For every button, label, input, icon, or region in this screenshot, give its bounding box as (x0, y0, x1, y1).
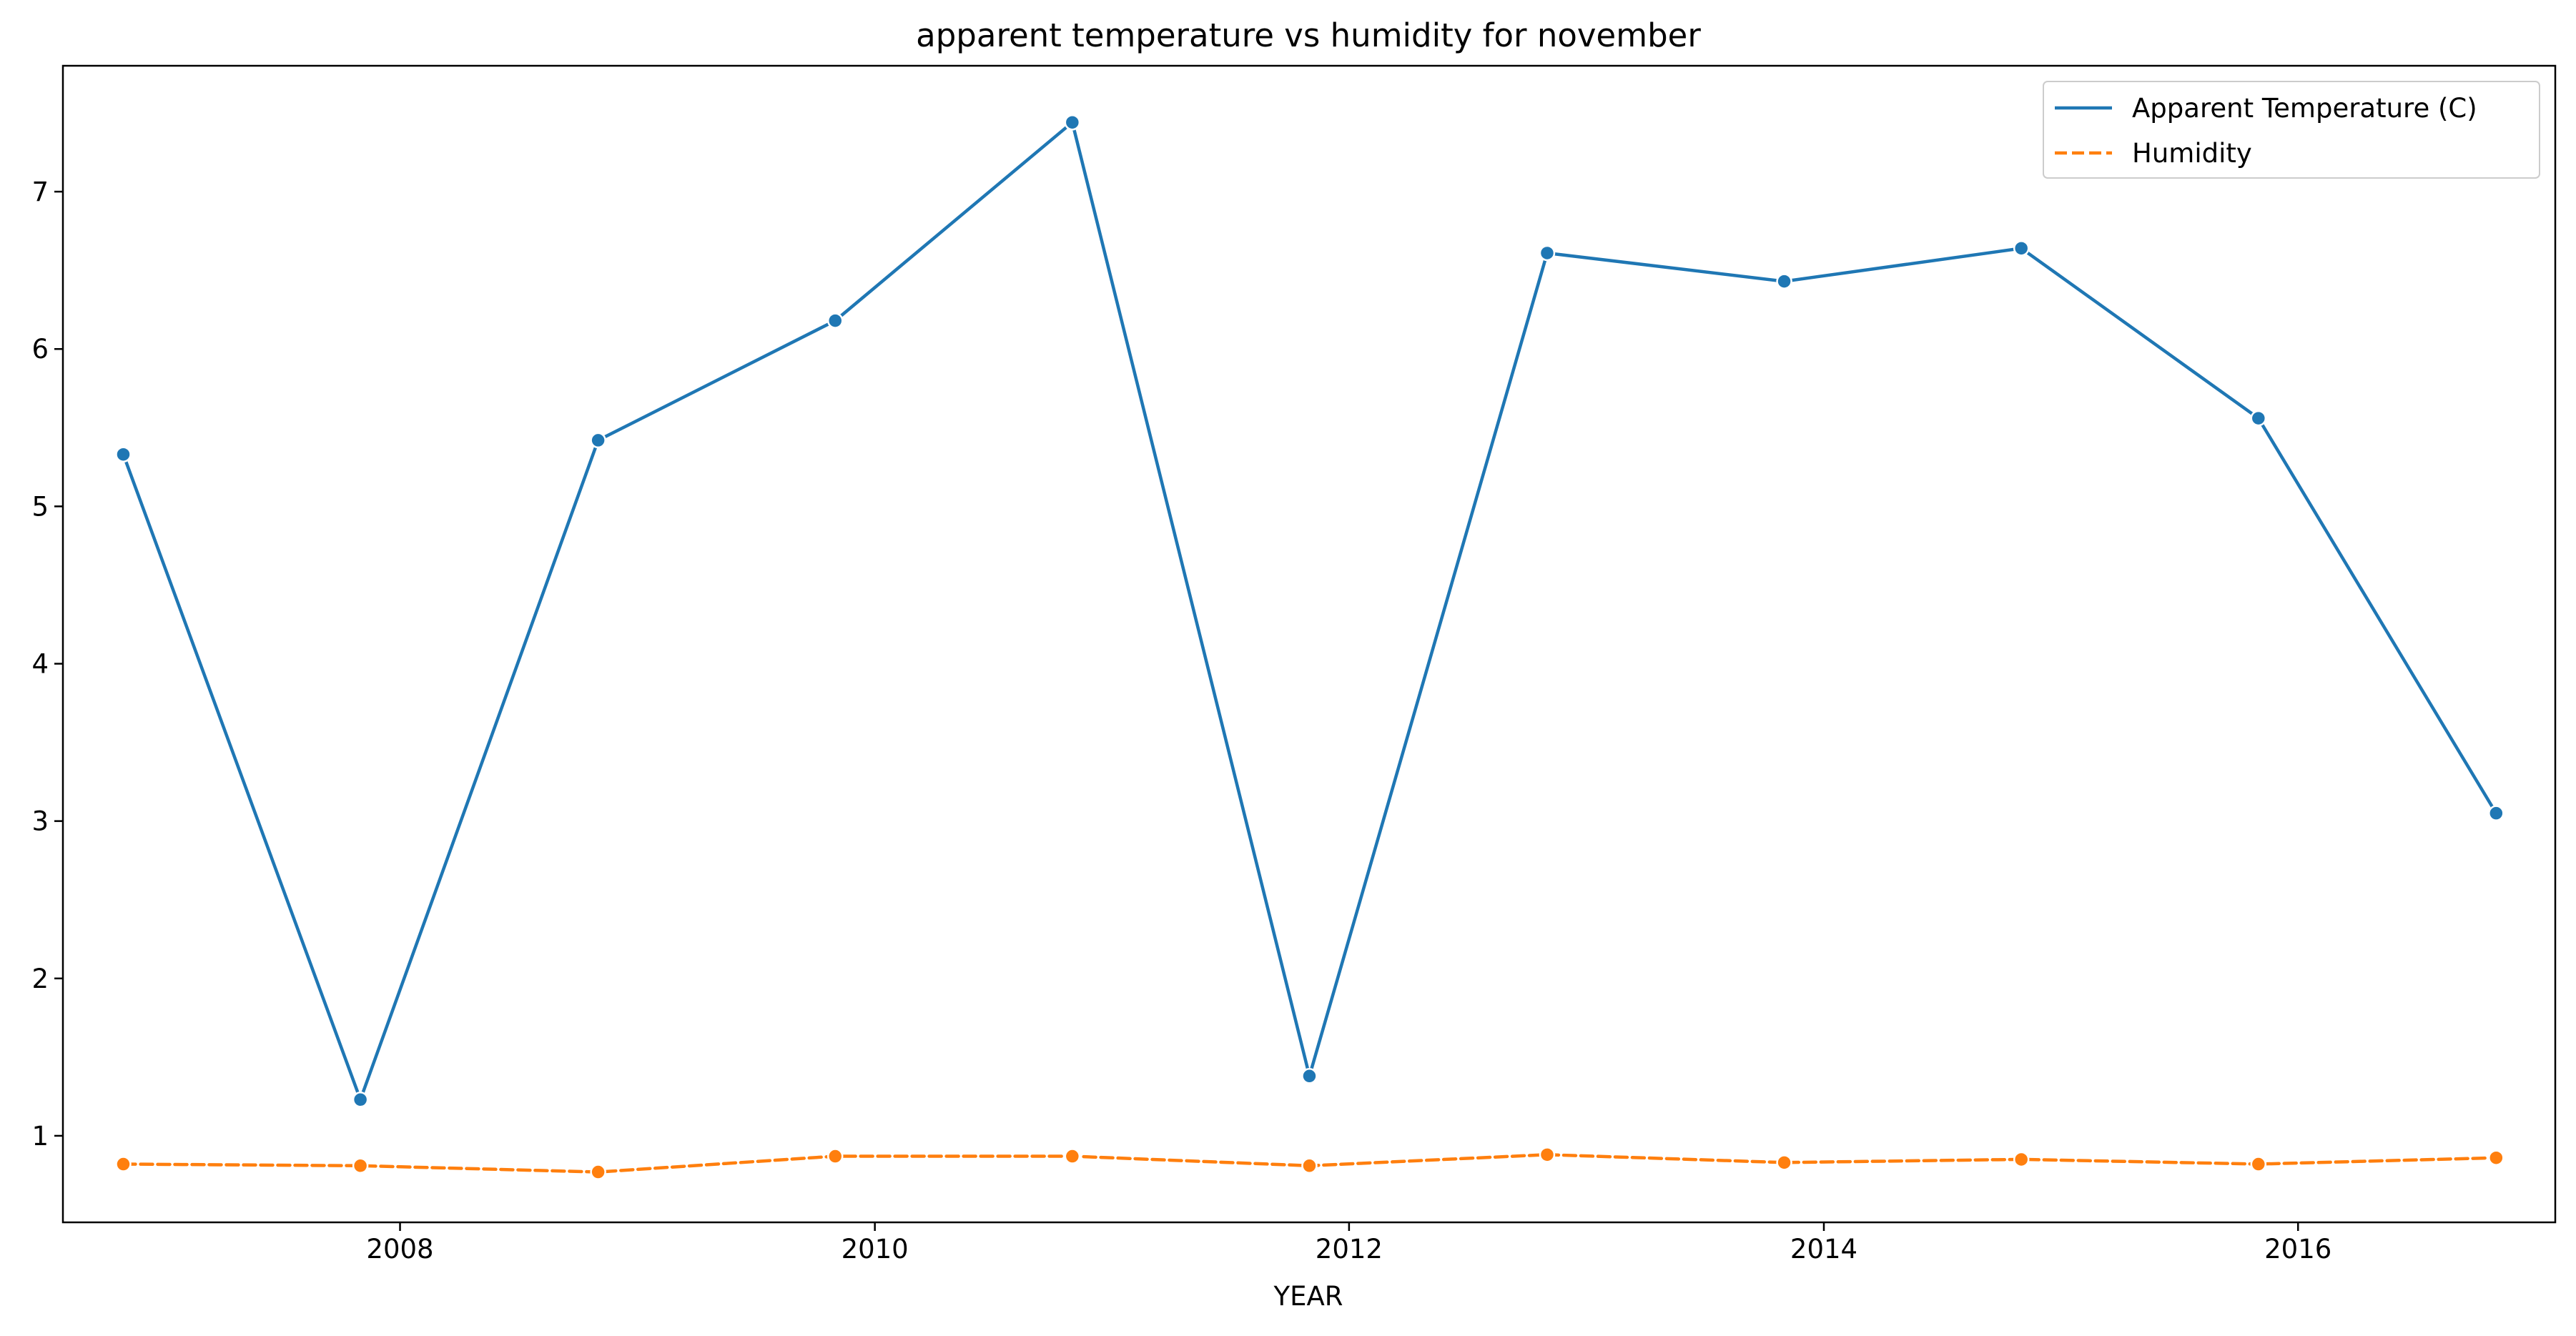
y-tick-label: 2 (31, 964, 49, 994)
data-point-1-0 (115, 1156, 132, 1172)
data-point-1-10 (2488, 1149, 2505, 1166)
data-point-0-1 (352, 1092, 369, 1108)
data-point-0-5 (1301, 1068, 1318, 1084)
legend-box (2043, 81, 2540, 179)
data-point-1-1 (352, 1157, 369, 1174)
data-point-1-5 (1301, 1157, 1318, 1174)
y-tick-label: 7 (31, 177, 49, 207)
data-point-1-9 (2250, 1156, 2267, 1172)
x-axis: 2008 2010 2012 2014 2016 (366, 1222, 2331, 1265)
data-point-0-6 (1539, 244, 1556, 262)
data-point-1-8 (2013, 1151, 2030, 1168)
y-tick-label: 5 (31, 491, 49, 522)
data-point-0-2 (590, 432, 606, 449)
data-point-1-4 (1064, 1148, 1081, 1164)
plot-marks (115, 114, 2505, 1180)
x-tick-label: 2010 (842, 1234, 909, 1265)
data-point-1-2 (590, 1164, 606, 1180)
x-tick-label: 2012 (1316, 1234, 1383, 1265)
data-point-0-8 (2013, 240, 2030, 257)
data-point-1-3 (826, 1148, 844, 1164)
y-tick-label: 6 (31, 334, 49, 365)
data-point-0-9 (2250, 410, 2267, 427)
legend-label-1: Humidity (2132, 138, 2252, 169)
y-tick-label: 1 (31, 1121, 49, 1152)
x-tick-label: 2008 (366, 1234, 433, 1265)
legend: Apparent Temperature (C) Humidity (2043, 81, 2540, 179)
data-point-0-10 (2488, 805, 2505, 821)
y-tick-label: 3 (31, 806, 49, 837)
data-point-0-0 (115, 446, 132, 462)
data-point-0-3 (826, 312, 844, 329)
data-point-1-6 (1539, 1147, 1556, 1163)
data-point-1-7 (1776, 1154, 1792, 1171)
x-axis-title: YEAR (1273, 1281, 1343, 1312)
data-point-0-4 (1064, 114, 1081, 131)
x-tick-label: 2014 (1790, 1234, 1857, 1265)
plot-area-frame (61, 64, 2557, 1224)
y-axis: 1 2 3 4 5 6 7 (31, 177, 63, 1152)
chart-title: apparent temperature vs humidity for nov… (916, 16, 1701, 54)
x-tick-label: 2016 (2264, 1234, 2331, 1265)
data-point-0-7 (1776, 273, 1792, 290)
legend-label-0: Apparent Temperature (C) (2132, 93, 2477, 124)
y-tick-label: 4 (31, 649, 49, 680)
